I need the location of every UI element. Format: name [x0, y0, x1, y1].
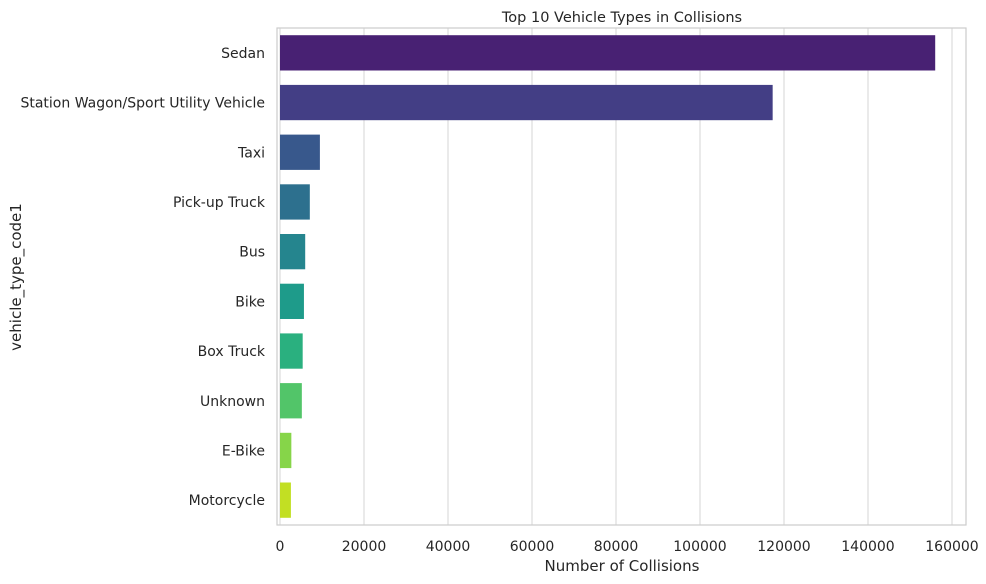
- x-tick-label: 60000: [510, 539, 555, 555]
- category-label: Sedan: [221, 46, 265, 62]
- category-label: Bike: [235, 294, 265, 310]
- category-label: Station Wagon/Sport Utility Vehicle: [20, 96, 265, 112]
- category-label: Unknown: [200, 394, 265, 410]
- category-label: Motorcycle: [189, 493, 265, 509]
- x-tick-label: 80000: [594, 539, 639, 555]
- bar: [280, 383, 302, 419]
- plot-frame: [276, 27, 967, 526]
- bar: [280, 333, 303, 369]
- category-label: Box Truck: [198, 344, 266, 360]
- chart-title: Top 10 Vehicle Types in Collisions: [501, 10, 742, 26]
- x-axis-title: Number of Collisions: [545, 557, 700, 575]
- bar: [280, 482, 291, 518]
- x-tick-label: 160000: [925, 539, 978, 555]
- y-axis-title: vehicle_type_code1: [7, 203, 26, 351]
- bar: [280, 35, 936, 71]
- bar: [280, 184, 310, 220]
- category-label: Bus: [239, 245, 265, 261]
- x-tick-label: 120000: [757, 539, 810, 555]
- x-tick-labels: 0 20000 40000 60000 80000 100000 120000 140000 1…: [276, 539, 979, 555]
- category-label: E-Bike: [222, 443, 265, 459]
- x-tick-label: 40000: [426, 539, 471, 555]
- category-labels: Sedan Station Wagon/Sport Utility Vehicle…: [20, 46, 265, 509]
- category-label: Taxi: [237, 145, 265, 161]
- bar: [280, 234, 306, 270]
- x-tick-label: 140000: [841, 539, 894, 555]
- x-tick-label: 100000: [673, 539, 726, 555]
- x-tick-label: 0: [276, 539, 285, 555]
- bar: [280, 432, 292, 469]
- category-label: Pick-up Truck: [173, 195, 266, 211]
- x-tick-label: 20000: [342, 539, 387, 555]
- bar: [280, 283, 304, 319]
- bars: [280, 35, 936, 518]
- bar: [280, 84, 773, 121]
- bar: [280, 134, 320, 170]
